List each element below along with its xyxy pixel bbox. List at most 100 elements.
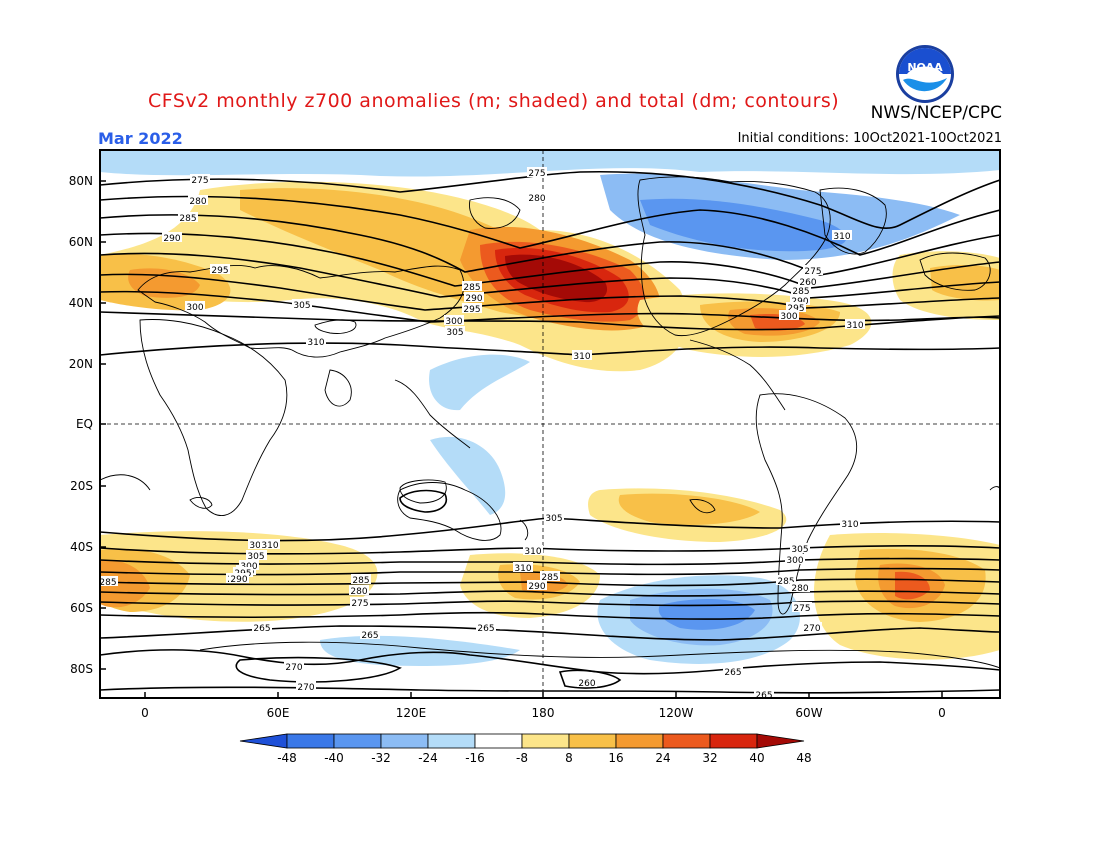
contour-label: 295 bbox=[211, 266, 228, 276]
contour-label-bg bbox=[188, 195, 208, 205]
contour-label: 295 bbox=[787, 304, 804, 314]
longitude-labels: 0 60E 120E 180 120W 60W 0 bbox=[141, 706, 946, 720]
contour-label-bg bbox=[798, 276, 818, 286]
contour-label: 305 bbox=[247, 552, 264, 562]
colorbar-label: 16 bbox=[608, 751, 623, 765]
contour-label-bg bbox=[540, 571, 560, 581]
contour-label: 260 bbox=[578, 679, 595, 689]
contour-label-bg bbox=[840, 518, 860, 528]
latitude-labels: 80N 60N 40N 20N EQ 20S 40S 60S 80S bbox=[69, 174, 93, 676]
contour-label-bg bbox=[98, 576, 118, 586]
contour-label-bg bbox=[246, 550, 266, 560]
contour-label-bg bbox=[476, 622, 496, 632]
contour-label-bg bbox=[252, 622, 272, 632]
anomaly-shading bbox=[100, 150, 1000, 667]
contour-label-bg bbox=[803, 265, 823, 275]
contour-label: 270 bbox=[297, 683, 314, 693]
contour-label: 310 bbox=[261, 541, 278, 551]
contour-label: 310 bbox=[573, 352, 590, 362]
contour-label-bg bbox=[248, 539, 268, 549]
contour-label: 305 bbox=[545, 514, 562, 524]
contour-label-bg bbox=[464, 292, 484, 302]
contour-label-bg bbox=[162, 232, 182, 242]
contour-label: 280 bbox=[350, 587, 367, 597]
contour-label-bg bbox=[792, 602, 812, 612]
contour-label-bg bbox=[178, 212, 198, 222]
colorbar-label: -8 bbox=[516, 751, 528, 765]
contour-label-bg bbox=[790, 543, 810, 553]
contour-label: 260 bbox=[799, 278, 816, 288]
contour-label: 295 bbox=[463, 305, 480, 315]
contour-label: 275 bbox=[351, 599, 368, 609]
colorbar-swatch bbox=[521, 733, 570, 749]
lat-label: 20N bbox=[69, 357, 93, 371]
contour-label: 310 bbox=[833, 232, 850, 242]
contour-label-bg bbox=[306, 336, 326, 346]
colorbar-label: -16 bbox=[465, 751, 485, 765]
contour-label: 290 bbox=[528, 582, 545, 592]
colorbar-arrow-left bbox=[239, 733, 288, 749]
contour-label-bg bbox=[786, 302, 806, 312]
contour-label-bg bbox=[185, 301, 205, 311]
colorbar-swatch bbox=[709, 733, 758, 749]
lon-label: 60E bbox=[267, 706, 290, 720]
lat-label: 60N bbox=[69, 235, 93, 249]
contour-label-bg bbox=[527, 580, 547, 590]
lat-label: 40S bbox=[70, 540, 93, 554]
contour-label: 300 bbox=[786, 556, 803, 566]
contour-label-bg bbox=[292, 299, 312, 309]
lon-label: 0 bbox=[938, 706, 946, 720]
lat-label: 80S bbox=[70, 662, 93, 676]
contour-label-bg bbox=[779, 310, 799, 320]
contour-label-bg bbox=[790, 295, 810, 305]
contour-label: 285 bbox=[352, 576, 369, 586]
coastlines bbox=[100, 176, 1000, 669]
contour-label: 280 bbox=[791, 584, 808, 594]
contour-label: 305 bbox=[249, 541, 266, 551]
contour-label-bg bbox=[723, 666, 743, 676]
contour-label: 290 bbox=[465, 294, 482, 304]
contour-label-bg bbox=[785, 554, 805, 564]
contour-label: 300 bbox=[445, 317, 462, 327]
colorbar-arrow-right bbox=[756, 733, 805, 749]
contour-label: 290 bbox=[230, 575, 247, 585]
contour-label-bg bbox=[462, 281, 482, 291]
map-title: CFSv2 monthly z700 anomalies (m; shaded)… bbox=[148, 90, 840, 112]
contour-label-bg bbox=[544, 512, 564, 522]
contour-label: 310 bbox=[524, 547, 541, 557]
contour-label: 265 bbox=[361, 631, 378, 641]
contour-label-bg bbox=[349, 585, 369, 595]
colorbar-label: -24 bbox=[418, 751, 438, 765]
contour-label-bg bbox=[527, 192, 547, 202]
initial-conditions: Initial conditions: 10Oct2021-10Oct2021 bbox=[737, 131, 1002, 146]
contour-label: 275 bbox=[528, 169, 545, 179]
colorbar-swatch bbox=[662, 733, 711, 749]
tick-marks bbox=[100, 180, 943, 698]
lon-label: 0 bbox=[141, 706, 149, 720]
lat-label: 60S bbox=[70, 601, 93, 615]
contour-label-bg bbox=[360, 629, 380, 639]
colorbar: -48 -40 -32 -24 -16 -8 8 16 24 32 40 48 bbox=[239, 733, 812, 765]
contour-label-bg bbox=[513, 562, 533, 572]
lon-label: 120W bbox=[659, 706, 694, 720]
colorbar-swatch bbox=[427, 733, 476, 749]
contour-label-bg bbox=[776, 575, 796, 585]
colorbar-label: 32 bbox=[702, 751, 717, 765]
colorbar-label: 8 bbox=[565, 751, 573, 765]
contour-label-bg bbox=[260, 539, 280, 549]
colorbar-swatch bbox=[615, 733, 664, 749]
contour-label: 275 bbox=[191, 176, 208, 186]
contour-label: 265 bbox=[755, 691, 772, 701]
colorbar-swatch bbox=[380, 733, 429, 749]
contour-label: 285 bbox=[99, 578, 116, 588]
colorbar-swatch bbox=[568, 733, 617, 749]
contour-label-bg bbox=[572, 350, 592, 360]
contour-label: 275 bbox=[804, 267, 821, 277]
contour-label: 265 bbox=[477, 624, 494, 634]
contour-label-bg bbox=[351, 574, 371, 584]
contour-label: 305 bbox=[293, 301, 310, 311]
contour-label: 310 bbox=[307, 338, 324, 348]
contour-label: 265 bbox=[253, 624, 270, 634]
contour-label: 280 bbox=[189, 197, 206, 207]
